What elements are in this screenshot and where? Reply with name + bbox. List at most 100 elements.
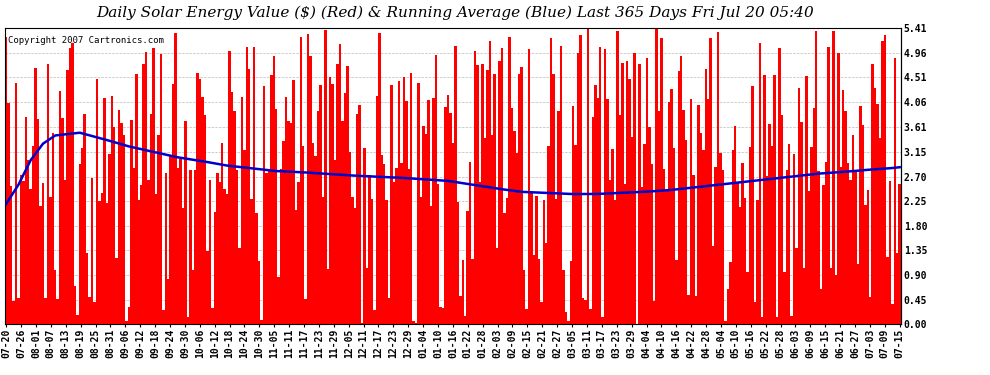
- Bar: [45, 298, 47, 324]
- Bar: [275, 109, 277, 324]
- Text: Copyright 2007 Cartronics.com: Copyright 2007 Cartronics.com: [8, 36, 163, 45]
- Bar: [536, 196, 538, 324]
- Bar: [818, 171, 820, 324]
- Bar: [219, 182, 221, 324]
- Bar: [742, 163, 743, 324]
- Bar: [248, 69, 250, 324]
- Bar: [385, 200, 388, 324]
- Bar: [445, 107, 446, 324]
- Bar: [83, 114, 86, 324]
- Bar: [157, 135, 159, 324]
- Bar: [342, 121, 344, 324]
- Bar: [319, 85, 322, 324]
- Bar: [756, 200, 758, 324]
- Bar: [292, 80, 295, 324]
- Bar: [572, 106, 574, 324]
- Bar: [111, 96, 113, 324]
- Bar: [113, 127, 116, 324]
- Bar: [423, 126, 425, 324]
- Bar: [675, 260, 677, 324]
- Bar: [798, 88, 800, 324]
- Bar: [724, 321, 727, 324]
- Bar: [186, 317, 189, 324]
- Bar: [577, 53, 579, 324]
- Bar: [677, 70, 680, 324]
- Bar: [592, 117, 594, 324]
- Bar: [432, 98, 435, 324]
- Bar: [557, 111, 559, 324]
- Bar: [182, 208, 184, 324]
- Bar: [466, 210, 469, 324]
- Bar: [270, 75, 272, 324]
- Bar: [73, 286, 76, 324]
- Bar: [446, 95, 449, 324]
- Bar: [849, 180, 851, 324]
- Bar: [380, 154, 383, 324]
- Bar: [224, 189, 226, 324]
- Bar: [501, 48, 503, 324]
- Bar: [324, 30, 327, 324]
- Bar: [697, 105, 700, 324]
- Bar: [700, 133, 702, 324]
- Bar: [86, 253, 88, 324]
- Bar: [846, 163, 849, 324]
- Bar: [309, 56, 312, 324]
- Bar: [101, 193, 103, 324]
- Bar: [655, 28, 658, 324]
- Bar: [830, 268, 833, 324]
- Bar: [174, 33, 177, 324]
- Bar: [184, 121, 186, 324]
- Bar: [244, 150, 246, 324]
- Bar: [116, 258, 118, 324]
- Bar: [727, 289, 729, 324]
- Bar: [204, 115, 206, 324]
- Bar: [154, 194, 157, 324]
- Bar: [481, 64, 483, 324]
- Bar: [776, 318, 778, 324]
- Bar: [476, 65, 479, 324]
- Bar: [753, 303, 756, 324]
- Bar: [71, 43, 73, 324]
- Bar: [732, 150, 734, 324]
- Bar: [96, 79, 98, 324]
- Bar: [483, 138, 486, 324]
- Bar: [541, 302, 543, 324]
- Bar: [440, 307, 442, 324]
- Bar: [891, 304, 894, 324]
- Bar: [231, 92, 234, 324]
- Bar: [410, 74, 413, 324]
- Bar: [221, 142, 224, 324]
- Bar: [167, 279, 169, 324]
- Bar: [125, 321, 128, 324]
- Bar: [712, 246, 715, 324]
- Bar: [650, 164, 653, 324]
- Bar: [194, 170, 196, 324]
- Bar: [861, 125, 864, 324]
- Bar: [81, 148, 83, 324]
- Bar: [626, 61, 629, 324]
- Bar: [662, 169, 665, 324]
- Bar: [236, 170, 239, 324]
- Bar: [390, 85, 393, 324]
- Bar: [828, 47, 830, 324]
- Bar: [544, 243, 547, 324]
- Bar: [554, 199, 557, 324]
- Bar: [56, 300, 59, 324]
- Bar: [68, 48, 71, 324]
- Bar: [415, 323, 418, 324]
- Bar: [10, 186, 12, 324]
- Bar: [864, 205, 866, 324]
- Bar: [707, 99, 710, 324]
- Bar: [616, 31, 619, 324]
- Bar: [304, 299, 307, 324]
- Bar: [808, 191, 810, 324]
- Bar: [388, 298, 390, 324]
- Bar: [778, 48, 781, 324]
- Bar: [508, 38, 511, 324]
- Bar: [768, 124, 771, 324]
- Bar: [322, 197, 324, 324]
- Bar: [606, 99, 609, 324]
- Bar: [135, 74, 138, 324]
- Bar: [526, 309, 528, 324]
- Bar: [743, 198, 746, 324]
